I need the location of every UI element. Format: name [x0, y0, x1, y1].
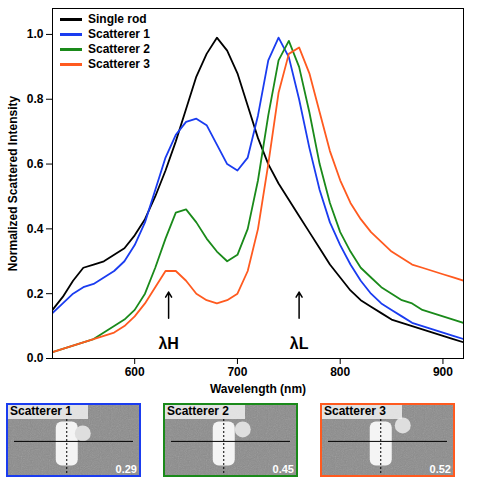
html-text:Single rod: Single rod	[88, 12, 147, 26]
svg-text:1.0: 1.0	[27, 27, 44, 41]
html-text:Scatterer 2: Scatterer 2	[88, 42, 150, 56]
svg-text:700: 700	[227, 365, 247, 379]
svg-text:0.8: 0.8	[27, 92, 44, 106]
svg-text:Wavelength (nm): Wavelength (nm)	[210, 382, 306, 396]
svg-text:Scatterer 3: Scatterer 3	[324, 404, 386, 418]
svg-text:0.6: 0.6	[27, 157, 44, 171]
svg-text:Scatterer 2: Scatterer 2	[167, 404, 229, 418]
svg-text:0.0: 0.0	[27, 351, 44, 365]
html-text:Scatterer 1: Scatterer 1	[88, 27, 150, 41]
html-text:Scatterer 3: Scatterer 3	[88, 57, 150, 71]
svg-text:Scatterer 1: Scatterer 1	[10, 404, 72, 418]
svg-text:Normalized Scattered Intensity: Normalized Scattered Intensity	[6, 95, 20, 271]
svg-text:λH: λH	[158, 335, 178, 352]
svg-text:0.29: 0.29	[116, 463, 137, 475]
svg-text:800: 800	[330, 365, 350, 379]
svg-text:0.4: 0.4	[27, 222, 44, 236]
svg-text:0.45: 0.45	[273, 463, 294, 475]
svg-text:600: 600	[125, 365, 145, 379]
svg-text:0.52: 0.52	[430, 463, 451, 475]
svg-text:900: 900	[433, 365, 453, 379]
svg-text:0.2: 0.2	[27, 287, 44, 301]
svg-text:λL: λL	[290, 335, 309, 352]
